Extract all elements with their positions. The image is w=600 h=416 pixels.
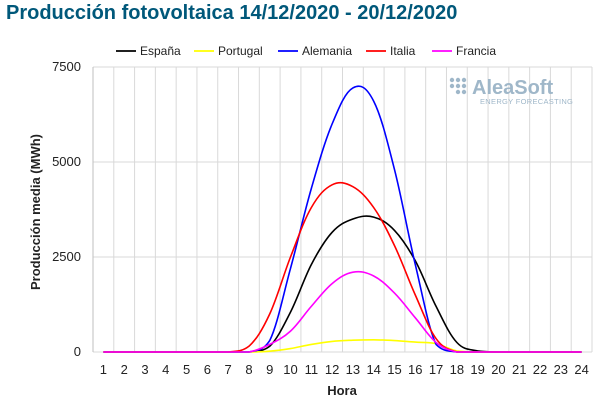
x-tick-label: 18 [450, 362, 464, 377]
logo-dot [449, 77, 455, 83]
x-tick-label: 19 [470, 362, 484, 377]
x-tick-label: 3 [141, 362, 148, 377]
x-tick-label: 21 [512, 362, 526, 377]
x-tick-label: 6 [204, 362, 211, 377]
y-tick-label: 5000 [52, 154, 81, 169]
x-tick-label: 10 [283, 362, 297, 377]
legend-label-portugal: Portugal [218, 44, 263, 58]
legend-label-espana: España [140, 44, 181, 58]
series-line-francia [103, 270, 582, 353]
logo-dot [455, 77, 461, 83]
y-tick-label: 2500 [52, 249, 81, 264]
x-tick-label: 13 [346, 362, 360, 377]
logo-dot [449, 83, 455, 89]
logo-dot [461, 83, 467, 89]
aleasoft-logo: AleaSoft ENERGY FORECASTING [449, 77, 573, 106]
x-tick-label: 4 [162, 362, 169, 377]
series-layer [103, 85, 582, 353]
x-tick-label: 15 [387, 362, 401, 377]
x-axis-title: Hora [327, 383, 357, 398]
logo-wordmark: AleaSoft [472, 77, 553, 99]
x-tick-label: 2 [121, 362, 128, 377]
y-tick-label: 7500 [52, 59, 81, 74]
x-tick-label: 11 [305, 362, 319, 377]
x-tick-label: 8 [245, 362, 252, 377]
x-tick-label: 12 [325, 362, 339, 377]
x-tick-label: 22 [533, 362, 547, 377]
x-tick-label: 9 [266, 362, 273, 377]
x-tick-label: 23 [554, 362, 568, 377]
logo-dot [455, 83, 461, 89]
x-tick-label: 5 [183, 362, 190, 377]
grid-layer [92, 66, 593, 353]
y-tick-label: 0 [74, 344, 81, 359]
logo-dots-icon [449, 77, 467, 95]
legend-label-alemania: Alemania [302, 44, 352, 58]
x-tick-label: 24 [574, 362, 588, 377]
logo-dot [461, 89, 467, 95]
logo-dot [455, 89, 461, 95]
x-tick-label: 16 [408, 362, 422, 377]
logo-dot [461, 77, 467, 83]
chart-title: Producción fotovoltaica 14/12/2020 - 20/… [6, 2, 458, 24]
legend-label-italia: Italia [390, 44, 416, 58]
x-tick-label: 20 [491, 362, 505, 377]
x-tick-label: 17 [429, 362, 443, 377]
x-tick-label: 7 [225, 362, 232, 377]
legend-label-francia: Francia [456, 44, 496, 58]
legend: España Portugal Alemania Italia Francia [116, 44, 496, 58]
x-tick-label: 1 [100, 362, 107, 377]
x-tick-label: 14 [366, 362, 380, 377]
y-axis-title: Producción media (MWh) [28, 134, 43, 290]
logo-tagline: ENERGY FORECASTING [480, 97, 573, 106]
